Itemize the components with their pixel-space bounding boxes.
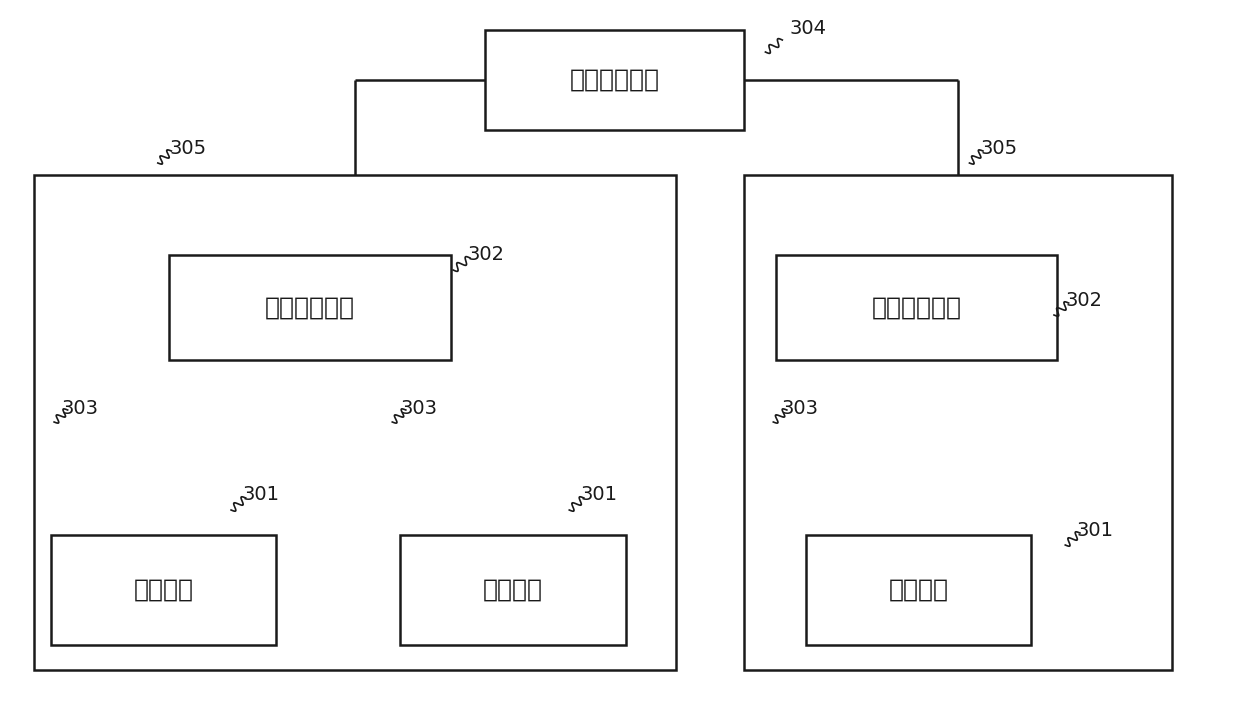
- Text: 第一中继装置: 第一中继装置: [265, 295, 355, 320]
- Text: 301: 301: [580, 485, 618, 505]
- Bar: [775, 255, 1058, 360]
- Text: 304: 304: [789, 19, 826, 37]
- Text: 305: 305: [981, 138, 1018, 158]
- Text: 第二中继装置: 第二中继装置: [569, 68, 660, 92]
- Bar: [806, 535, 1032, 645]
- Text: 301: 301: [1076, 521, 1114, 539]
- Bar: [51, 535, 277, 645]
- Text: 303: 303: [781, 398, 818, 418]
- Text: 303: 303: [401, 398, 438, 418]
- Text: 301: 301: [242, 485, 279, 505]
- Bar: [485, 30, 744, 130]
- Bar: [169, 255, 451, 360]
- Bar: [744, 175, 1172, 670]
- Text: 第一中继装置: 第一中继装置: [872, 295, 961, 320]
- Text: 305: 305: [169, 138, 206, 158]
- Text: 302: 302: [467, 246, 505, 264]
- Text: 302: 302: [1065, 290, 1102, 310]
- Bar: [33, 175, 676, 670]
- Text: 功能装置: 功能装置: [482, 578, 543, 602]
- Text: 功能装置: 功能装置: [134, 578, 193, 602]
- Bar: [401, 535, 626, 645]
- Text: 功能装置: 功能装置: [889, 578, 949, 602]
- Text: 303: 303: [62, 398, 99, 418]
